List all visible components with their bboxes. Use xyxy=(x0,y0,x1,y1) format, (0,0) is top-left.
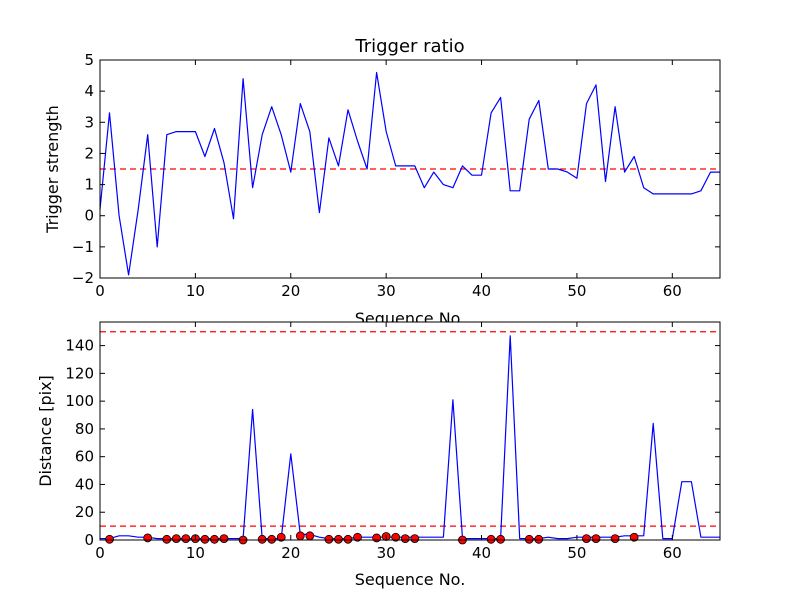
trigger-ratio-ticks-layer: 0 10 20 30 40 50 60 −2 −1 0 1 2 3 4 5 xyxy=(72,51,720,300)
trigger-ratio-y-tick-label: −1 xyxy=(72,238,94,256)
distance-scatter-point xyxy=(257,534,267,544)
distance-ticks-layer: 0 10 20 30 40 50 60 0 20 40 60 80 100 120 140 xyxy=(65,322,720,562)
distance-scatter-point xyxy=(276,532,286,542)
distance-scatter-point xyxy=(105,534,114,544)
distance-scatter-point xyxy=(372,533,382,543)
trigger-ratio-x-tick-label: 20 xyxy=(281,282,300,300)
distance-scatter-point xyxy=(295,531,305,541)
distance-scatter-point xyxy=(334,534,343,544)
distance-y-tick-label: 0 xyxy=(84,531,94,549)
distance-scatter-point xyxy=(582,534,591,544)
distance-x-axis-label: Sequence No. xyxy=(355,570,466,589)
distance-scatter-point xyxy=(591,534,601,544)
distance-y-tick-label: 40 xyxy=(75,475,94,493)
distance-scatter-point xyxy=(629,532,639,542)
distance-y-tick-label: 60 xyxy=(75,448,94,466)
distance-x-tick-label: 60 xyxy=(663,544,682,562)
distance-scatter-point xyxy=(324,534,334,544)
distance-scatter-point xyxy=(534,534,544,544)
distance-y-axis-label: Distance [pix] xyxy=(36,375,55,487)
distance-x-tick-label: 0 xyxy=(95,544,105,562)
distance-scatter-point xyxy=(391,532,401,542)
trigger-ratio-y-tick-label: 2 xyxy=(84,144,94,162)
distance-scatter-point xyxy=(181,534,191,544)
distance-scatter-point xyxy=(496,534,506,544)
distance-x-tick-label: 20 xyxy=(281,544,300,562)
trigger-ratio-axes-frame xyxy=(99,59,721,279)
distance-scatter-point xyxy=(486,534,496,544)
trigger-ratio-y-tick-label: 3 xyxy=(84,113,94,131)
distance-scatter-point xyxy=(267,534,277,544)
distance-scatter-point xyxy=(610,534,620,544)
distance-x-tick-label: 40 xyxy=(472,544,491,562)
trigger-ratio-x-tick-label: 30 xyxy=(377,282,396,300)
distance-scatter-point xyxy=(343,534,353,544)
trigger-ratio-series-line xyxy=(99,71,720,276)
trigger-ratio-series-layer xyxy=(99,71,720,276)
distance-y-tick-label: 80 xyxy=(75,420,94,438)
distance-panel: 0 10 20 30 40 50 60 0 20 40 60 80 100 120 140 Sequence… xyxy=(36,321,721,589)
trigger-ratio-y-axis-label: Trigger strength xyxy=(43,105,62,234)
distance-scatter-point xyxy=(410,534,420,544)
distance-x-tick-label: 30 xyxy=(377,544,396,562)
distance-scatter-point xyxy=(400,534,410,544)
trigger-ratio-y-tick-label: 0 xyxy=(84,207,94,225)
distance-scatter-point xyxy=(171,534,181,544)
distance-x-tick-label: 10 xyxy=(186,544,205,562)
trigger-ratio-x-tick-label: 10 xyxy=(186,282,205,300)
distance-scatter-point xyxy=(162,534,172,544)
distance-scatter-point xyxy=(353,532,362,542)
distance-x-tick-label: 50 xyxy=(567,544,586,562)
distance-y-tick-label: 20 xyxy=(75,503,94,521)
distance-scatter-point xyxy=(200,534,210,544)
distance-y-tick-label: 140 xyxy=(65,337,94,355)
distance-scatter-point xyxy=(143,533,153,543)
distance-axes-frame xyxy=(99,321,721,541)
trigger-ratio-y-tick-label: 5 xyxy=(84,51,94,69)
trigger-ratio-x-tick-label: 0 xyxy=(95,282,105,300)
trigger-ratio-x-tick-label: 50 xyxy=(567,282,586,300)
distance-scatter-point xyxy=(524,534,534,544)
chart-title: Trigger ratio xyxy=(354,36,464,57)
trigger-ratio-x-tick-label: 60 xyxy=(663,282,682,300)
distance-scatter-point xyxy=(219,534,229,544)
distance-plot-area xyxy=(100,322,720,540)
distance-y-tick-label: 120 xyxy=(65,364,94,382)
trigger-ratio-y-tick-label: −2 xyxy=(72,269,94,287)
distance-scatter-point xyxy=(210,534,219,544)
distance-y-tick-label: 100 xyxy=(65,392,94,410)
trigger-ratio-y-tick-label: 4 xyxy=(84,82,94,100)
trigger-ratio-x-tick-label: 40 xyxy=(472,282,491,300)
distance-scatter-point xyxy=(305,531,315,541)
trigger-ratio-y-tick-label: 1 xyxy=(84,176,94,194)
